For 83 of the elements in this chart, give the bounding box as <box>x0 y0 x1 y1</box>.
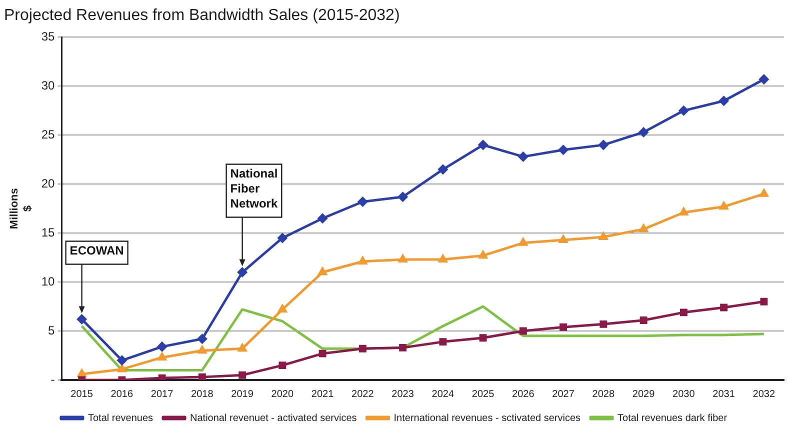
y-tick-label: 20 <box>41 176 56 190</box>
point <box>198 373 206 380</box>
x-tick-label: 2021 <box>311 388 334 400</box>
x-tick-label: 2023 <box>392 388 414 400</box>
x-tick-label: 2022 <box>352 388 374 400</box>
y-axis-title: Millions $ <box>8 188 34 230</box>
point <box>720 202 728 210</box>
chart-title: Projected Revenues from Bandwidth Sales (2015-2032) <box>4 7 400 24</box>
point <box>638 127 648 137</box>
legend-label: National revenuet - activated services <box>190 412 357 424</box>
legend-label: Total revenues dark fiber <box>618 412 728 424</box>
point <box>759 74 769 84</box>
point <box>679 208 688 216</box>
point <box>720 304 728 312</box>
point <box>198 346 206 354</box>
point <box>197 334 207 344</box>
y-tick-label: 10 <box>41 274 56 288</box>
x-tick-label: 2028 <box>592 388 615 400</box>
point <box>278 304 287 312</box>
y-tick-label: 35 <box>41 30 56 44</box>
y-tick-label: 5 <box>48 323 56 338</box>
point <box>157 342 167 352</box>
point <box>558 145 568 155</box>
annotation: ECOWAN <box>70 244 124 258</box>
point <box>278 362 286 370</box>
point <box>358 256 367 264</box>
point <box>78 369 86 378</box>
y-tick-label: - <box>50 372 55 386</box>
point <box>158 352 166 360</box>
point <box>519 327 527 335</box>
x-tick-label: 2029 <box>632 388 656 400</box>
point <box>478 250 488 259</box>
point <box>358 196 368 206</box>
point <box>639 224 648 232</box>
point <box>238 344 247 352</box>
legend-label: International revenues - sctivated services <box>394 412 581 424</box>
point <box>238 268 248 278</box>
point <box>518 152 528 162</box>
x-tick-label: 2018 <box>191 388 214 400</box>
annotation: National Fiber Network <box>230 166 278 211</box>
point <box>439 338 447 346</box>
legend-label: Total revenues <box>88 412 154 424</box>
point <box>478 140 488 150</box>
x-tick-label: 2032 <box>752 388 776 400</box>
point <box>479 334 487 342</box>
point <box>318 214 328 224</box>
point <box>559 235 568 243</box>
point <box>680 308 688 316</box>
x-tick-label: 2031 <box>712 388 736 400</box>
x-tick-label: 2019 <box>231 388 254 400</box>
y-tick-label: 25 <box>41 127 56 142</box>
x-tick-label: 2017 <box>150 388 174 400</box>
point <box>438 254 448 263</box>
point <box>278 233 288 243</box>
point <box>640 316 648 324</box>
point <box>600 320 608 328</box>
x-tick-label: 2024 <box>432 388 454 400</box>
point <box>77 314 87 324</box>
point <box>158 374 166 380</box>
point <box>398 192 408 202</box>
point <box>560 323 568 331</box>
point <box>719 96 729 106</box>
x-tick-label: 2025 <box>472 388 495 400</box>
x-tick-label: 2015 <box>70 388 94 400</box>
x-tick-label: 2026 <box>512 388 535 400</box>
point <box>358 344 366 352</box>
x-tick-label: 2016 <box>110 388 134 400</box>
point <box>238 371 246 379</box>
point <box>599 232 608 240</box>
y-tick-label: 15 <box>41 225 56 240</box>
x-tick-label: 2030 <box>672 388 696 400</box>
point <box>117 356 127 366</box>
point <box>760 298 768 306</box>
x-tick-label: 2027 <box>552 388 575 400</box>
y-tick-label: 30 <box>41 78 56 92</box>
point <box>399 344 407 352</box>
point <box>398 254 408 263</box>
x-tick-label: 2020 <box>271 388 294 400</box>
point <box>678 106 688 116</box>
point <box>118 364 126 372</box>
point <box>318 350 326 358</box>
point <box>438 164 448 174</box>
point <box>598 140 608 150</box>
